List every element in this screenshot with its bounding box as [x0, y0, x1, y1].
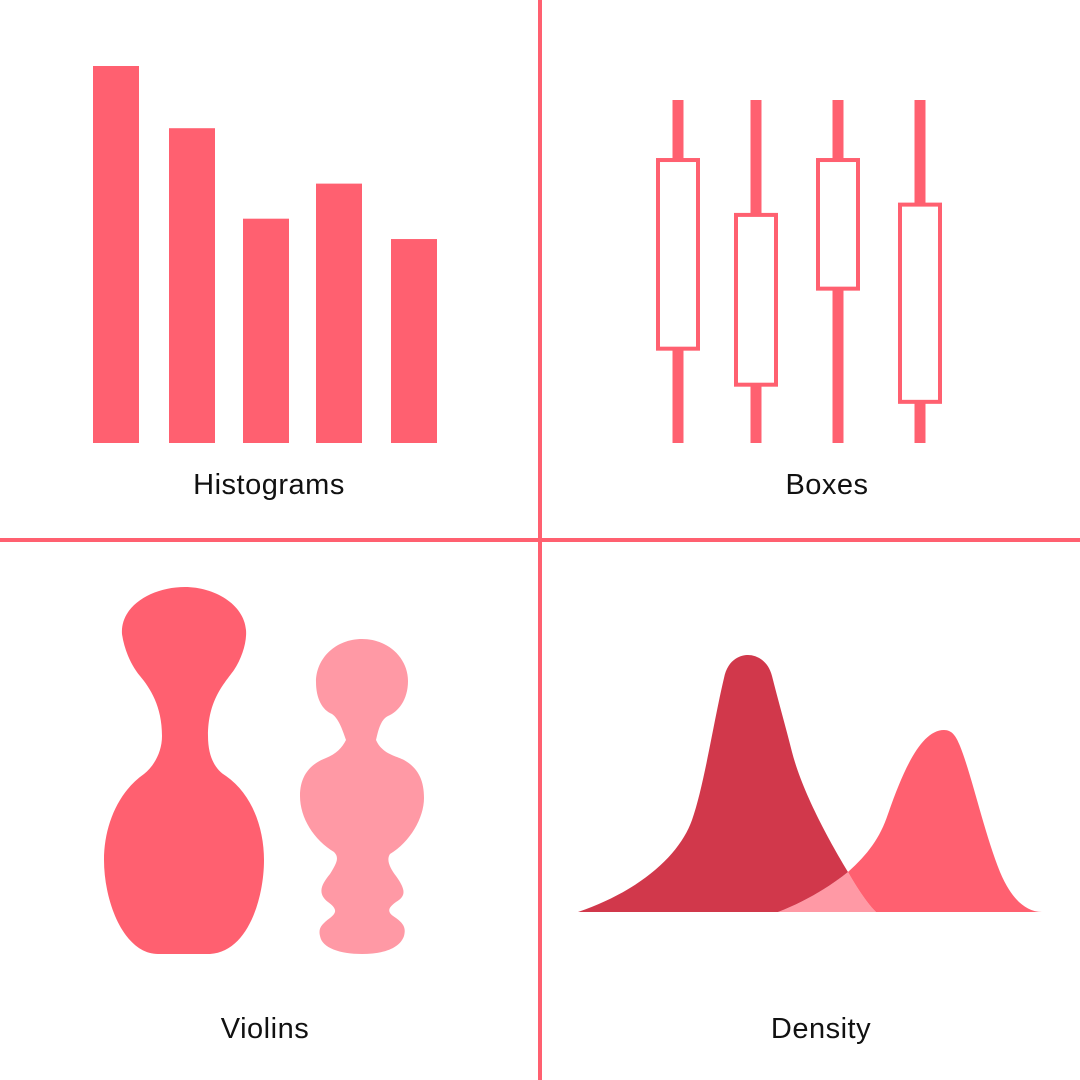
box-body — [734, 212, 778, 387]
histograms-label: Histograms — [193, 469, 345, 501]
violins-panel: Violins — [0, 542, 538, 1080]
density-label: Density — [770, 1013, 872, 1045]
violin-shape-2 — [300, 639, 424, 954]
histogram-bar-5 — [391, 239, 437, 443]
histogram-bar-2 — [169, 128, 215, 443]
violin-chart — [104, 587, 424, 954]
density-chart — [578, 655, 1042, 912]
box-plot-2 — [734, 100, 778, 443]
violin-shape-1 — [104, 587, 264, 954]
histogram-bar-4 — [316, 183, 362, 443]
boxes-panel: Boxes — [542, 0, 1080, 538]
density-overlap-area — [778, 872, 876, 912]
box-body — [656, 158, 700, 351]
box-body — [816, 158, 860, 291]
density-curve-1 — [578, 655, 848, 912]
box-body — [898, 202, 942, 404]
histogram-bar-1 — [93, 66, 139, 443]
histogram-chart — [93, 66, 437, 443]
violins-label: Violins — [220, 1013, 310, 1045]
boxes-label: Boxes — [785, 469, 869, 501]
box-plot-chart — [656, 100, 942, 443]
box-plot-1 — [656, 100, 700, 443]
histograms-panel: Histograms — [0, 0, 538, 538]
box-plot-4 — [898, 100, 942, 443]
box-plot-3 — [816, 100, 860, 443]
density-panel: Density — [542, 542, 1080, 1080]
histogram-bar-3 — [243, 218, 289, 443]
horizontal-divider — [0, 538, 1080, 542]
density-curve-2 — [848, 730, 1042, 912]
